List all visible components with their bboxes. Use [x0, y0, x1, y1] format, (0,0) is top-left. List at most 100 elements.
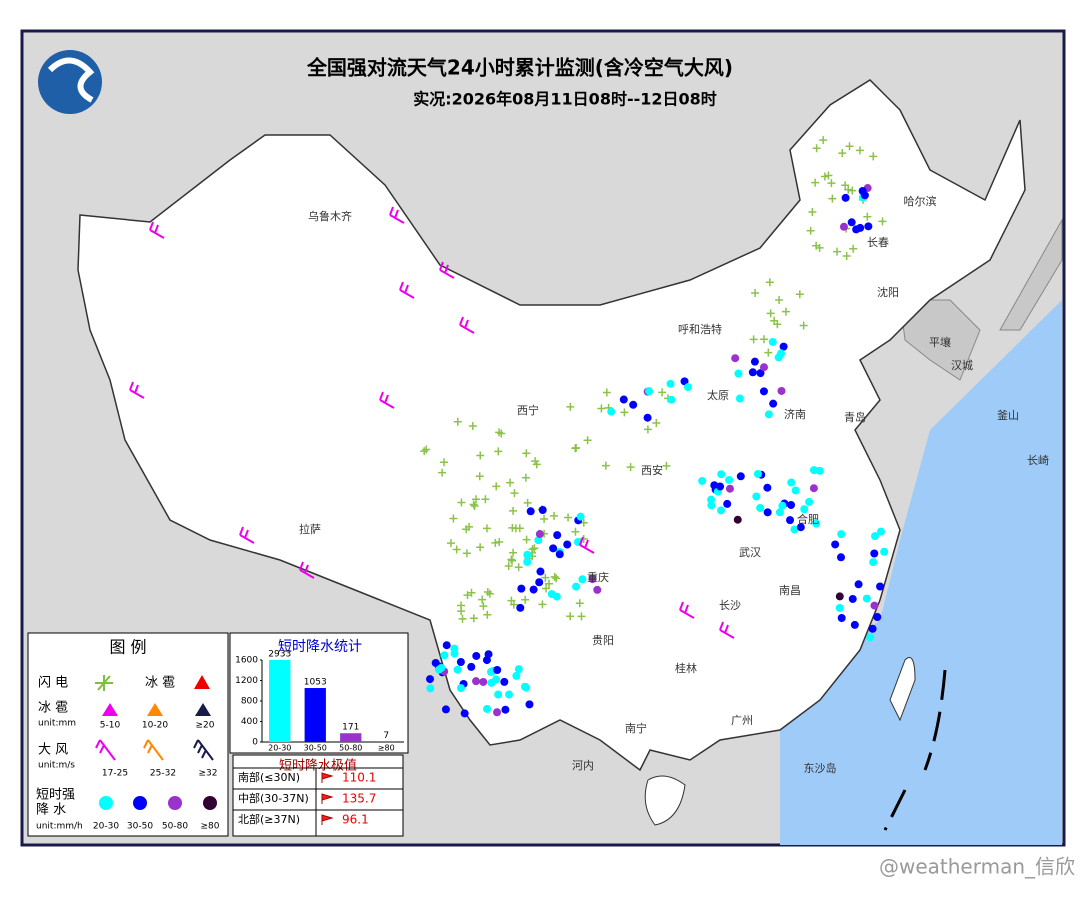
region: 中部(30-37N) — [238, 791, 309, 805]
legend-level: 17-25 — [102, 769, 128, 779]
region: 北部(≥37N) — [238, 812, 300, 826]
city-label: 太原 — [707, 389, 729, 402]
rain-mark — [769, 338, 777, 346]
extreme-value: 135.7 — [342, 792, 376, 806]
city-label: 拉萨 — [299, 522, 321, 536]
rain-mark — [451, 650, 459, 658]
city-label: 桂林 — [675, 661, 697, 675]
legend-level: ≥80 — [201, 822, 220, 832]
x-tick-label: 30-50 — [304, 744, 327, 753]
value-label: 7 — [383, 731, 389, 741]
city-label: 长春 — [867, 236, 889, 249]
y-tick-label: 800 — [241, 697, 258, 707]
legend-level: 25-32 — [150, 769, 176, 779]
region: 南部(≤30N) — [238, 770, 300, 784]
rain-mark — [556, 550, 564, 558]
rain-symbol — [168, 796, 182, 810]
rain-mark — [876, 583, 884, 591]
rain-mark — [472, 677, 480, 685]
legend-level: ≥32 — [199, 769, 218, 779]
rain-mark — [869, 558, 877, 566]
rain-mark — [836, 592, 844, 600]
legend-title: 图 例 — [109, 638, 146, 657]
rain-mark — [437, 664, 445, 672]
rain-mark — [530, 586, 538, 594]
rain-mark — [523, 558, 531, 566]
rain-mark — [792, 486, 800, 494]
y-tick-label: 400 — [241, 717, 258, 727]
extreme-value: 110.1 — [342, 771, 376, 785]
rain-mark — [778, 387, 786, 395]
rain-mark — [749, 368, 757, 376]
y-tick-label: 0 — [252, 738, 258, 748]
rain-mark — [457, 658, 465, 666]
value-label: 1053 — [304, 678, 327, 688]
rain-mark — [494, 691, 502, 699]
city-label: 东沙岛 — [804, 761, 837, 775]
city-label: 重庆 — [587, 570, 609, 584]
rain-mark — [578, 575, 586, 583]
rain-mark — [472, 652, 480, 660]
rain-mark — [869, 625, 877, 633]
watermark: @weatherman_信欣 — [879, 855, 1075, 879]
rain-mark — [493, 708, 501, 716]
rain-mark — [870, 549, 878, 557]
rain-mark — [760, 363, 768, 371]
city-label: 沈阳 — [877, 285, 899, 299]
legend-label: 冰 雹 — [38, 701, 68, 716]
bar — [340, 733, 361, 742]
rain-mark — [620, 396, 628, 404]
legend-label: 降 水 — [36, 803, 66, 818]
rain-mark — [516, 604, 524, 612]
city-label: 长崎 — [1027, 453, 1049, 467]
city-label: 济南 — [784, 407, 806, 421]
rain-mark — [536, 530, 544, 538]
x-tick-label: ≥80 — [378, 744, 395, 753]
city-label: 平壤 — [929, 335, 951, 349]
rain-symbol — [133, 796, 147, 810]
rain-mark — [644, 414, 652, 422]
rain-mark — [515, 665, 523, 673]
city-label: 合肥 — [797, 512, 819, 526]
rain-mark — [736, 395, 744, 403]
rain-mark — [764, 508, 772, 516]
city-label: 贵阳 — [592, 634, 614, 647]
rain-mark — [810, 484, 818, 492]
city-label: 广州 — [731, 714, 753, 727]
rain-mark — [629, 401, 637, 409]
rain-mark — [549, 544, 557, 552]
y-tick-label: 1600 — [235, 656, 258, 666]
legend-level: 20-30 — [93, 822, 119, 832]
rain-mark — [810, 466, 818, 474]
rain-mark — [707, 501, 715, 509]
rain-mark — [457, 684, 465, 692]
rain-mark — [666, 380, 674, 388]
rain-mark — [523, 551, 531, 559]
city-label: 长沙 — [719, 599, 741, 612]
extreme-value: 96.1 — [342, 813, 369, 827]
rain-mark — [539, 506, 547, 514]
rain-mark — [836, 604, 844, 612]
city-label: 青岛 — [844, 410, 866, 424]
city-label: 南宁 — [625, 721, 647, 735]
rain-mark — [726, 485, 734, 493]
legend-unit: unit:mm/h — [36, 822, 83, 832]
rain-mark — [863, 595, 871, 603]
rain-mark — [479, 678, 487, 686]
rain-mark — [838, 614, 846, 622]
rain-mark — [607, 408, 615, 416]
rain-mark — [787, 479, 795, 487]
rain-mark — [717, 506, 725, 514]
city-label: 乌鲁木齐 — [308, 209, 352, 223]
rain-mark — [831, 540, 839, 548]
rain-mark — [426, 675, 434, 683]
rain-mark — [684, 383, 692, 391]
rain-mark — [716, 483, 724, 491]
rain-mark — [577, 513, 585, 521]
rain-mark — [840, 223, 848, 231]
value-label: 2933 — [268, 650, 291, 660]
city-label: 南昌 — [779, 584, 801, 597]
legend-unit: unit:mm — [38, 719, 76, 729]
rain-mark — [525, 700, 533, 708]
